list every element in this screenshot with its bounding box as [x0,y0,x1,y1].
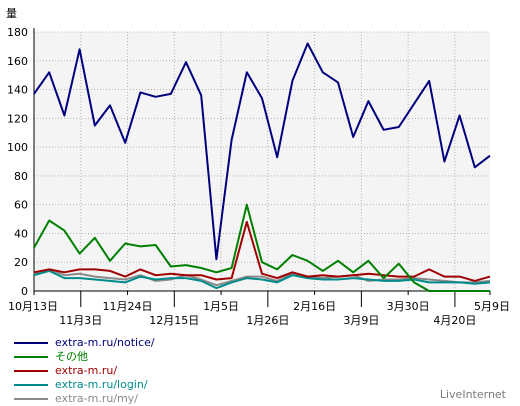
x-tick-label: 1月26日 [246,314,289,327]
x-tick-label: 3月9日 [343,314,379,327]
legend-swatch [14,370,48,372]
series-line-4 [33,268,491,287]
brand-label: LiveInternet [439,388,506,401]
x-tick-label: 11月3日 [59,314,102,327]
x-tick-label: 4月20日 [433,314,476,327]
series-line-2 [33,220,491,282]
legend-label: extra-m.ru/my/ [55,392,138,405]
plot-background [34,32,490,291]
legend-label: その他 [55,350,88,363]
y-tick-label: 40 [14,227,28,240]
x-tick-label: 11月24日 [103,300,153,313]
legend-swatch [14,342,48,344]
x-tick-label: 3月30日 [387,300,430,313]
y-tick-label: 20 [14,256,28,269]
y-tick-label: 120 [7,112,28,125]
legend-swatch [14,384,48,386]
legend-label: extra-m.ru/login/ [55,378,148,391]
x-tick-label: 2月16日 [293,300,336,313]
y-axis-label: 量 [6,7,17,20]
x-tick-label: 5月9日 [474,300,510,313]
legend-label: extra-m.ru/ [55,364,118,377]
legend-swatch [14,356,48,358]
series-line-3 [33,269,491,290]
y-tick-label: 80 [14,170,28,183]
legend-label: extra-m.ru/notice/ [55,336,155,349]
y-tick-label: 140 [7,84,28,97]
x-tick-label: 1月5日 [203,300,239,313]
y-tick-label: 100 [7,141,28,154]
y-tick-label: 0 [21,285,28,298]
y-tick-label: 60 [14,199,28,212]
legend-swatch [14,398,48,400]
plot-area: 0 20 40 60 80 100 120 140 160 180 10月13日11月3日11月24… [7,26,510,327]
series-line-0 [33,42,491,261]
series-line-1 [33,203,490,292]
x-tick-label: 12月15日 [149,314,199,327]
x-tick-label: 10月13日 [8,300,58,313]
y-tick-label: 160 [7,55,28,68]
y-tick-label: 180 [7,26,28,39]
